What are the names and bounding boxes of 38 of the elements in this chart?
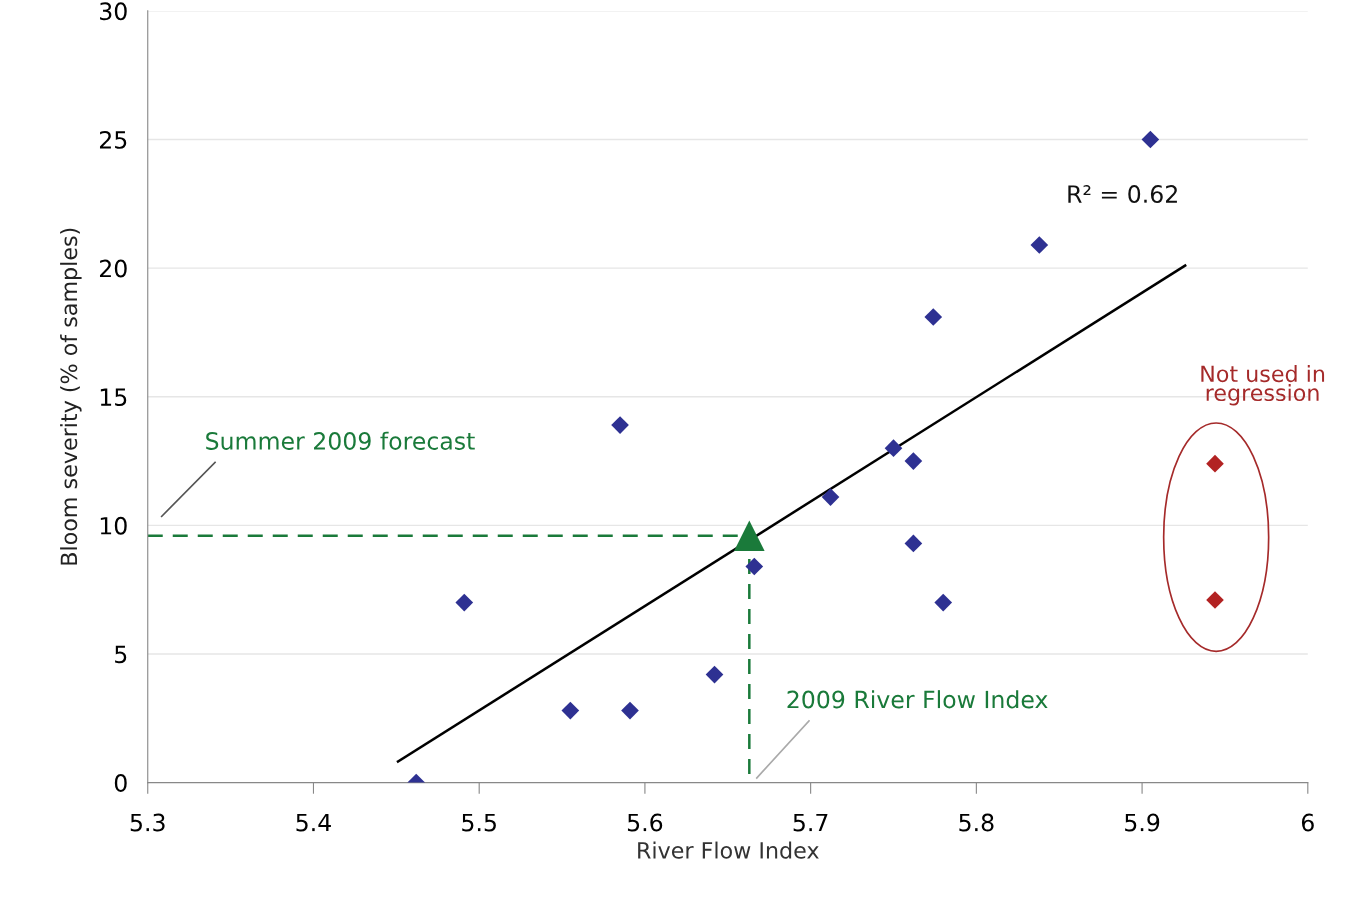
- point: [561, 701, 580, 720]
- y-tick-label: 15: [100, 388, 127, 407]
- point: [904, 452, 923, 470]
- x-tick-label: 5.7: [793, 813, 828, 832]
- point: [904, 534, 923, 553]
- point: [924, 308, 943, 326]
- annotation: R² = 0.62: [1068, 185, 1177, 203]
- y-tick-label: 30: [100, 2, 127, 21]
- point: [745, 557, 764, 576]
- annotation: Not used in regression: [1201, 364, 1325, 406]
- point: [821, 488, 840, 506]
- y-tick-label: 0: [114, 774, 127, 792]
- point: [1030, 236, 1049, 254]
- point: [621, 701, 639, 720]
- y-tick-label: 5: [115, 645, 127, 664]
- x-tick-label: 5.5: [462, 813, 496, 832]
- x-tick-label: 5.9: [1125, 813, 1160, 832]
- point: [1206, 454, 1224, 473]
- y-tick-label: 20: [99, 259, 127, 278]
- point: [455, 593, 474, 612]
- x-tick-label: 5.6: [627, 813, 663, 832]
- point: [611, 416, 629, 434]
- annotation: Summer 2009 forecast: [206, 431, 475, 450]
- x-tick-label: 5.8: [959, 813, 994, 832]
- y-tick-label: 25: [99, 130, 127, 149]
- annotation: 2009 River Flow Index: [787, 690, 1048, 709]
- x-tick-label: 5.3: [130, 813, 165, 832]
- y-axis-title: Bloom severity (% of samples): [60, 228, 82, 565]
- point: [1206, 591, 1224, 609]
- x-tick-label: 5.4: [296, 813, 331, 832]
- y-tick-label: 10: [100, 516, 127, 535]
- point: [1141, 130, 1160, 149]
- x-tick-label: 6: [1301, 813, 1314, 832]
- point: [934, 593, 953, 612]
- point: [705, 665, 724, 684]
- point: [884, 439, 903, 458]
- point: [734, 520, 765, 551]
- x-axis-title: River Flow Index: [638, 841, 819, 859]
